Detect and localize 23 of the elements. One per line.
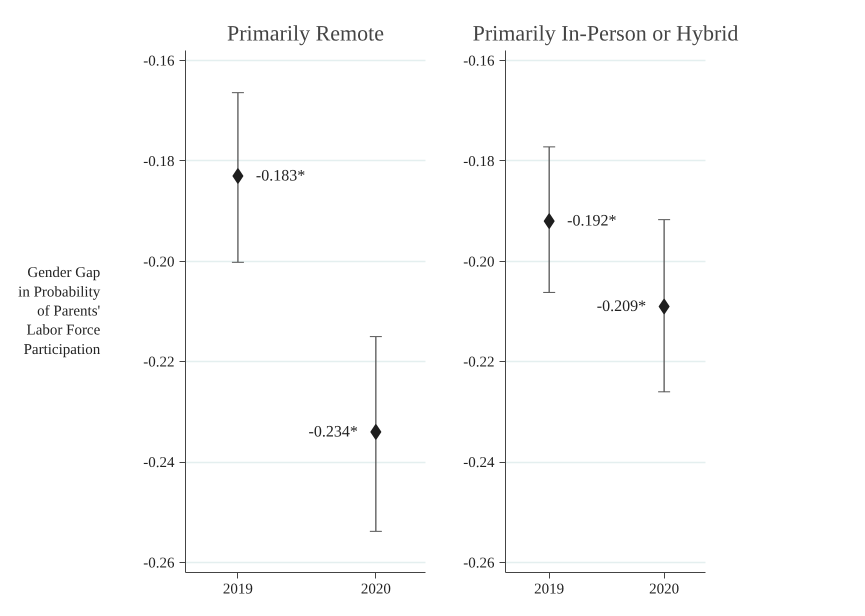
y-tick-label: -0.22	[463, 354, 495, 371]
y-tick-label: -0.18	[463, 154, 495, 170]
chart-title: Primarily Remote	[226, 20, 384, 46]
data-label: -0.209*	[596, 298, 646, 315]
y-tick-label: -0.26	[463, 555, 495, 572]
y-tick-label: -0.20	[143, 254, 175, 270]
y-axis-title: Gender Gap in Probability of Parents' Labor Force Participation	[18, 265, 101, 358]
data-label: -0.183*	[256, 167, 306, 184]
y-tick-label: -0.20	[463, 254, 495, 270]
data-label: -0.234*	[308, 423, 358, 440]
x-tick-label: 2019	[222, 582, 253, 598]
y-tick-label: -0.22	[143, 354, 175, 371]
x-tick-label: 2020	[360, 582, 391, 598]
x-tick-label: 2019	[534, 582, 564, 598]
chart-title: Primarily In-Person or Hybrid	[472, 20, 738, 46]
y-tick-label: -0.16	[143, 54, 175, 70]
y-tick-label: -0.18	[143, 154, 175, 170]
y-tick-label: -0.26	[143, 555, 175, 572]
x-tick-label: 2020	[649, 582, 680, 598]
y-tick-label: -0.24	[463, 455, 495, 472]
y-tick-label: -0.24	[143, 455, 175, 472]
y-tick-label: -0.16	[463, 54, 495, 70]
data-label: -0.192*	[567, 212, 617, 230]
